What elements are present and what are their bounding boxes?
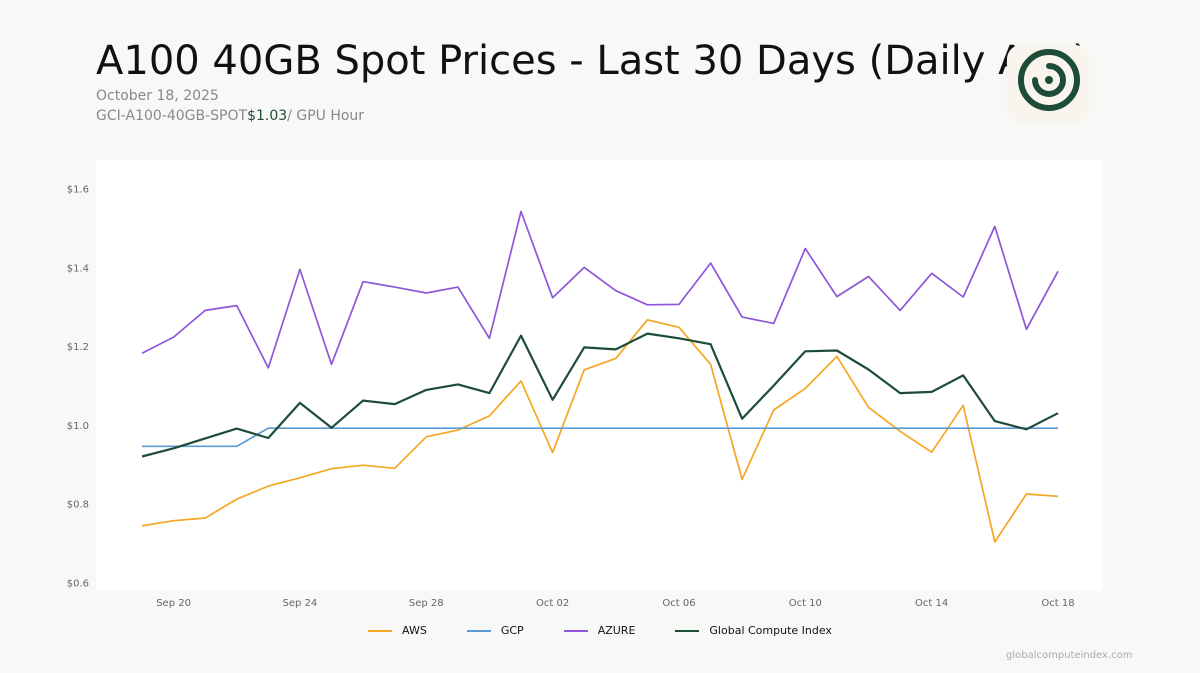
legend-label: Global Compute Index [709,624,832,637]
x-tick-label: Sep 20 [156,598,191,609]
price-unit: / GPU Hour [287,108,365,124]
y-tick-label: $0.8 [67,500,89,511]
x-tick-label: Oct 02 [536,598,569,609]
legend-label: AZURE [597,624,636,637]
y-tick-label: $0.6 [67,579,89,590]
y-tick-label: $1.4 [67,263,89,274]
ticker-symbol: GCI-A100-40GB-SPOT [96,108,248,124]
legend-item: GCP [466,624,524,637]
y-tick-label: $1.0 [67,421,89,432]
series-line-gcp [142,427,1058,448]
y-tick-label: $1.2 [67,342,89,353]
x-tick-label: Oct 18 [1041,598,1074,609]
x-tick-label: Oct 14 [915,598,948,609]
legend-swatch [563,629,588,632]
current-price: $1.03 [247,108,288,124]
report-date: October 18, 2025 [96,88,219,104]
chart-panel [96,160,1103,591]
x-tick-label: Oct 10 [789,598,822,609]
x-tick-label: Oct 06 [662,598,695,609]
legend-swatch [368,629,393,632]
y-tick-label: $1.6 [67,185,89,196]
legend-item: AWS [368,624,427,637]
x-tick-label: Sep 24 [283,598,318,609]
legend-swatch [466,629,491,632]
chart-legend: AWS GCP AZURE Global Compute Index [0,624,1200,637]
legend-item: Global Compute Index [675,624,832,637]
legend-swatch [675,629,700,632]
ticker-line: GCI-A100-40GB-SPOT$1.03/ GPU Hour [96,108,364,124]
legend-label: AWS [402,624,427,637]
legend-label: GCP [500,624,524,637]
gci-spiral-logo-icon [1018,49,1080,111]
footer-site: globalcomputeindex.com [1006,650,1133,661]
series-line-aws [141,318,1059,543]
page-title: A100 40GB Spot Prices - Last 30 Days (Da… [96,38,1088,84]
series-line-azure [141,210,1059,369]
x-tick-label: Sep 28 [409,598,444,609]
legend-item: AZURE [563,624,636,637]
series-line-global-compute-index [141,332,1059,458]
gci-logo [1007,45,1089,123]
